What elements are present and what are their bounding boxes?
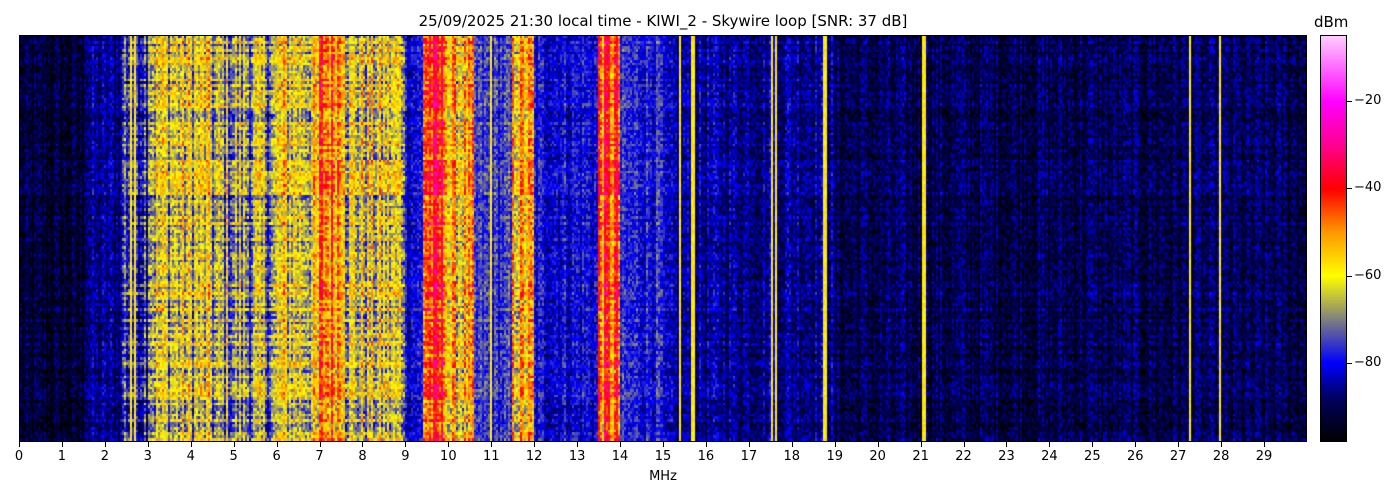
x-tick-label: 25 [1084,449,1101,464]
x-tick-label: 12 [525,449,543,464]
x-tick [319,442,321,447]
x-tick [1135,442,1137,447]
x-tick [233,442,235,447]
x-tick-label: 20 [869,449,886,464]
x-tick-label: 3 [143,449,152,464]
x-tick [1264,442,1266,447]
x-tick-label: 29 [1255,449,1273,464]
x-tick [620,442,622,447]
x-tick [834,442,836,447]
colorbar-label: dBm [1314,13,1349,31]
colorbar [1321,36,1346,441]
x-tick [663,442,664,447]
x-tick [1092,442,1094,447]
colorbar-tick [1347,363,1352,365]
x-tick-label: 24 [1041,449,1058,464]
x-tick [920,442,922,447]
x-tick [190,442,192,447]
x-tick [1006,442,1008,447]
x-tick [1221,442,1223,447]
x-tick [877,442,879,447]
x-tick [1178,442,1180,447]
x-tick-label: 13 [568,449,586,464]
x-tick [1049,442,1051,447]
x-tick [963,442,965,447]
x-tick-label: 14 [611,449,629,464]
colorbar-tick [1347,100,1352,102]
x-tick [491,442,493,447]
x-tick-label: 28 [1212,449,1230,464]
colorbar-frame [1320,35,1347,442]
colorbar-tick-label: −40 [1354,180,1382,196]
x-tick [448,442,450,447]
x-tick-label: 2 [100,449,109,464]
x-tick-label: 11 [482,449,500,464]
x-tick [534,442,536,447]
x-axis-label: MHz [649,469,677,484]
x-tick [405,442,407,447]
x-tick-label: 21 [912,449,929,464]
colorbar-tick-label: −80 [1354,355,1382,371]
x-tick-label: 23 [998,449,1015,464]
x-tick-label: 5 [229,449,238,464]
chart-title: 25/09/2025 21:30 local time - KIWI_2 - S… [418,12,908,30]
x-tick-label: 4 [186,449,195,464]
x-tick-label: 17 [740,449,758,464]
x-tick [791,442,793,447]
x-tick [104,442,106,447]
x-tick-label: 26 [1126,449,1144,464]
waterfall-heatmap [20,36,1306,441]
x-tick-label: 27 [1169,449,1187,464]
x-tick [577,442,579,447]
x-tick-label: 9 [401,449,410,464]
colorbar-tick [1347,275,1352,277]
x-tick-label: 8 [358,449,367,464]
x-tick [61,442,63,447]
colorbar-tick-label: −20 [1354,92,1382,108]
x-tick [748,442,750,447]
x-tick [19,442,20,447]
x-tick-label: 22 [955,449,972,464]
x-tick [705,442,707,447]
colorbar-tick [1347,188,1352,190]
colorbar-tick-label: −60 [1354,267,1382,283]
x-tick-label: 15 [654,449,672,464]
x-tick-label: 19 [826,449,843,464]
x-tick-label: 10 [440,449,457,464]
x-tick [276,442,278,447]
x-tick [147,442,149,447]
x-tick-label: 7 [315,449,324,464]
x-tick [362,442,364,447]
x-tick-label: 6 [272,449,281,464]
x-tick-label: 0 [14,449,24,464]
x-tick-label: 18 [783,449,801,464]
x-tick-label: 16 [697,449,715,464]
x-tick-label: 1 [57,449,67,464]
plot-area [19,35,1307,442]
